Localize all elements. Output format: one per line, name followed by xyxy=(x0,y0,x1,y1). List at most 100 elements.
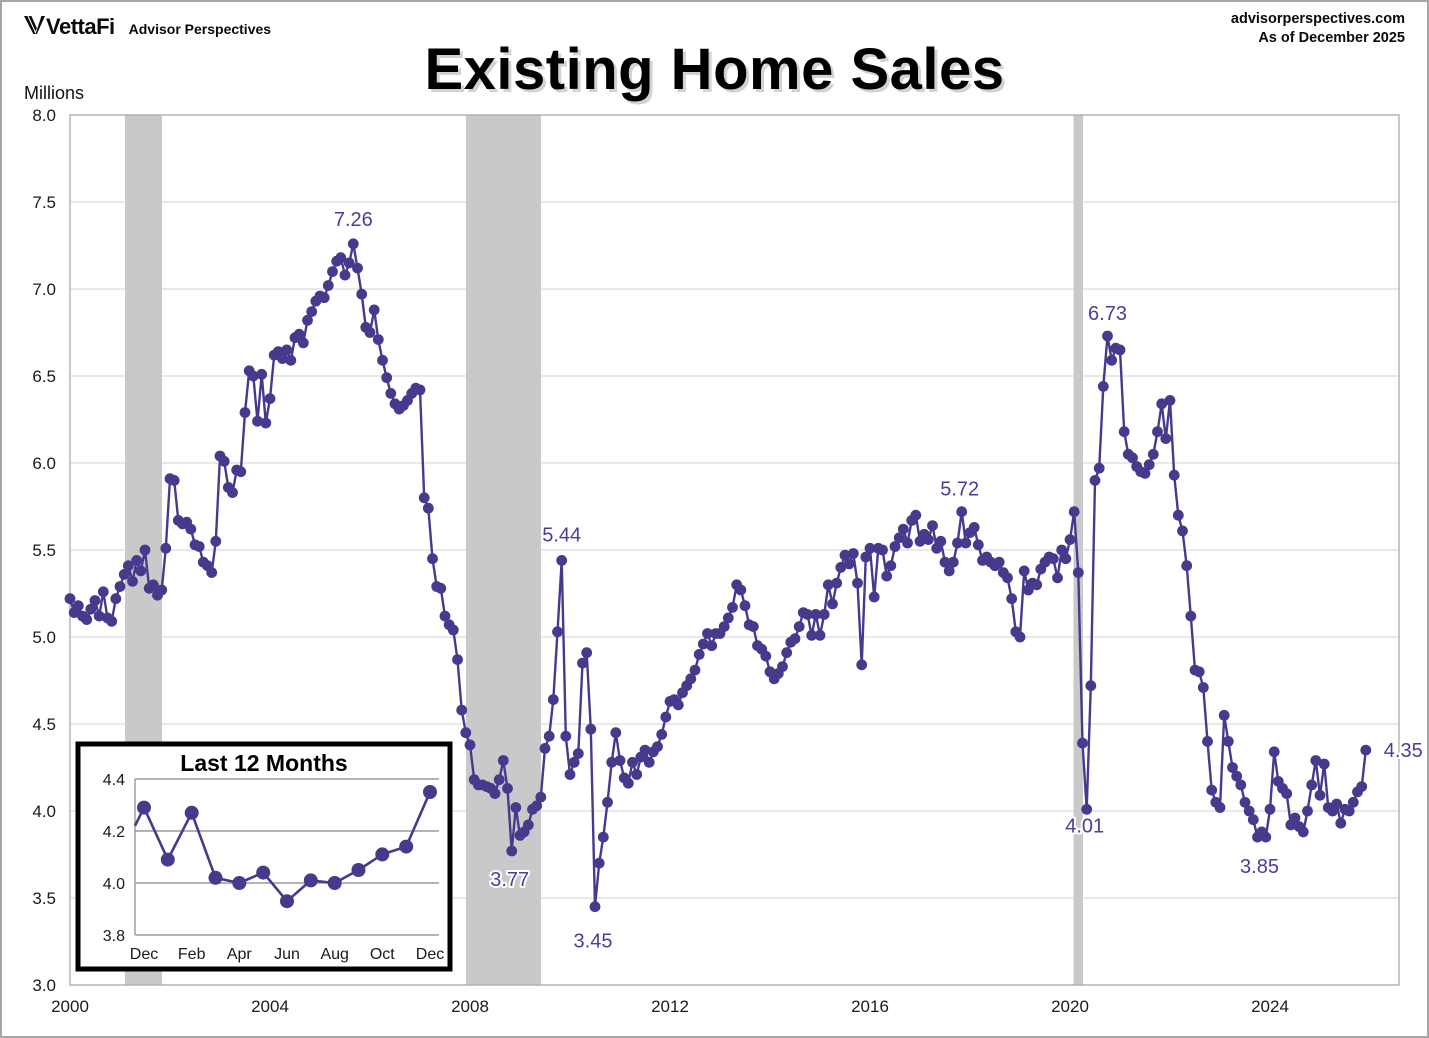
data-point xyxy=(602,796,613,808)
y-axis-tick-label: 4.5 xyxy=(32,715,56,734)
vettafi-v-icon xyxy=(24,16,45,34)
plot-border xyxy=(69,114,1400,986)
data-point xyxy=(843,558,855,570)
inset-x-tick-label: Feb xyxy=(178,946,206,963)
data-point xyxy=(460,727,472,739)
data-point xyxy=(347,238,359,250)
data-point xyxy=(789,633,801,645)
data-point xyxy=(506,845,518,857)
data-point xyxy=(356,288,368,300)
data-point xyxy=(1264,803,1276,815)
data-point xyxy=(793,621,805,632)
recession-band xyxy=(466,115,541,985)
data-point xyxy=(110,593,122,605)
data-point xyxy=(1243,805,1255,817)
data-point xyxy=(735,584,747,596)
data-point xyxy=(372,334,384,345)
x-axis-tick-label: 2004 xyxy=(251,997,289,1016)
y-axis-tick-label: 3.0 xyxy=(32,976,56,995)
chart-title: Existing Home Sales xyxy=(424,37,1005,102)
data-point xyxy=(818,609,830,620)
data-point xyxy=(247,370,259,382)
source-attribution: advisorperspectives.com As of December 2… xyxy=(1231,10,1405,48)
data-point xyxy=(260,417,272,429)
data-point xyxy=(860,551,872,563)
data-point xyxy=(868,591,880,603)
data-point xyxy=(227,487,238,498)
inset-data-point xyxy=(375,847,390,862)
data-point xyxy=(1268,746,1280,758)
data-point xyxy=(639,744,651,756)
data-point xyxy=(1306,779,1318,791)
data-point xyxy=(302,314,313,326)
data-point xyxy=(1214,802,1226,813)
data-point xyxy=(1218,709,1230,721)
y-axis-unit-label: Millions xyxy=(24,83,85,103)
data-point xyxy=(1060,553,1072,565)
data-point xyxy=(972,539,984,551)
data-point xyxy=(235,466,247,478)
data-point xyxy=(897,523,909,535)
data-point xyxy=(1356,781,1368,792)
data-point xyxy=(439,610,451,622)
data-point xyxy=(1152,426,1163,438)
inset-data-point xyxy=(184,805,199,820)
data-point xyxy=(1143,459,1155,471)
data-point xyxy=(552,626,563,638)
data-point xyxy=(210,535,222,547)
data-point xyxy=(185,523,197,535)
y-axis-tick-label: 3.5 xyxy=(32,889,56,908)
data-point xyxy=(322,280,334,291)
data-point xyxy=(1047,553,1059,565)
inset-y-tick-label: 4.4 xyxy=(103,772,125,789)
inset-data-point xyxy=(423,785,437,799)
value-annotation: 3.77 xyxy=(490,869,529,891)
data-point xyxy=(422,502,434,514)
data-point xyxy=(885,560,897,572)
data-point xyxy=(727,602,738,613)
data-point xyxy=(902,537,913,549)
data-point xyxy=(847,548,859,559)
inset-data-point xyxy=(137,800,151,815)
data-point xyxy=(589,901,601,913)
inset-title: Last 12 Months xyxy=(180,750,347,776)
data-point xyxy=(697,638,709,650)
logo-text: VettaFi xyxy=(46,14,115,39)
data-point xyxy=(256,368,268,380)
data-point xyxy=(1097,381,1109,392)
data-point xyxy=(1127,452,1138,464)
data-point xyxy=(1081,803,1093,815)
data-point xyxy=(1014,631,1026,643)
data-point xyxy=(489,788,501,799)
data-point xyxy=(118,569,130,580)
recession-band xyxy=(1073,115,1083,985)
data-point xyxy=(922,534,934,545)
data-point xyxy=(252,415,263,427)
data-point xyxy=(564,769,576,780)
data-point xyxy=(1093,462,1105,474)
data-point xyxy=(781,647,793,659)
data-point xyxy=(1002,572,1013,584)
data-point xyxy=(1185,610,1197,622)
data-point xyxy=(693,649,705,660)
data-point xyxy=(839,549,851,561)
data-point xyxy=(889,541,901,552)
data-point xyxy=(1077,737,1088,749)
data-point xyxy=(277,353,288,364)
data-point xyxy=(606,756,618,768)
data-point xyxy=(364,327,376,338)
data-point xyxy=(685,673,697,685)
value-annotation: 6.73 xyxy=(1088,303,1127,325)
data-point xyxy=(239,407,251,418)
data-point xyxy=(910,509,922,521)
data-point xyxy=(722,612,734,624)
data-point xyxy=(547,694,559,705)
source-url: advisorperspectives.com xyxy=(1230,11,1405,27)
y-axis-tick-label: 7.0 xyxy=(32,280,56,299)
value-annotation: 4.01 xyxy=(1065,815,1104,837)
inset-data-point xyxy=(399,839,414,854)
data-point xyxy=(1202,736,1213,747)
data-point xyxy=(893,532,905,544)
